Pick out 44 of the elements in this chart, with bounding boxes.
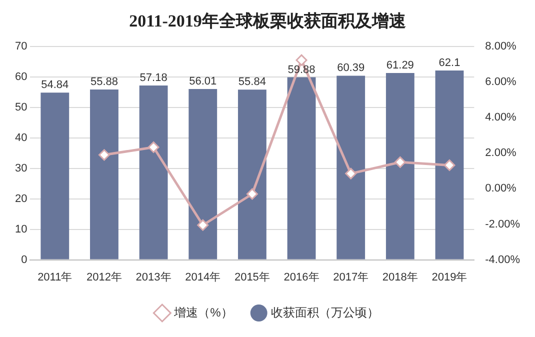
y-tick-label: 40 [14,132,28,144]
y2-tick-label: -2.00% [485,218,520,230]
data-label: 61.29 [386,59,414,72]
y-tick-label: 30 [14,162,28,174]
y-tick-label: 70 [14,40,28,52]
y-tick-label: 10 [14,223,28,236]
data-label: 55.88 [90,76,118,88]
y2-tick-label: 0.00% [485,182,517,195]
y2-tick-label: -4.00% [485,254,520,266]
data-label: 62.1 [438,57,460,70]
data-label: 57.18 [140,72,168,84]
y2-tick-label: 6.00% [485,76,517,88]
x-tick-label: 2011年 [38,271,72,284]
data-label: 55.84 [238,76,266,88]
point [444,159,456,171]
x-tick-label: 2016年 [284,271,320,284]
y-tick-label: 60 [14,70,28,83]
point [296,54,308,66]
point [148,141,160,153]
data-label: 54.84 [41,79,69,92]
data-label: 60.39 [337,62,365,74]
x-tick-label: 2013年 [136,271,172,284]
x-tick-label: 2017年 [333,271,369,284]
y-tick-label: 50 [14,101,28,114]
x-tick-label: 2018年 [382,271,418,284]
point [246,188,258,200]
point [394,156,406,168]
legend-label: 收获面积（万公顷） [270,305,379,320]
x-tick-label: 2014年 [185,271,221,284]
y2-tick-label: 2.00% [485,147,517,160]
chart-title: 2011-2019年全球板栗收获面积及增速 [129,12,406,31]
y2-tick-label: 4.00% [485,112,517,124]
data-label: 56.01 [189,76,217,88]
y-tick-label: 0 [21,254,28,266]
point [197,219,209,231]
point [98,149,110,161]
data-label: 59.88 [288,64,316,76]
legend-label: 增速（%） [173,305,233,320]
point [345,168,357,180]
x-tick-label: 2015年 [234,271,270,284]
y-tick-label: 20 [14,192,28,205]
y2-tick-label: 8.00% [485,40,517,52]
x-tick-label: 2012年 [86,271,122,284]
x-tick-label: 2019年 [432,271,468,284]
